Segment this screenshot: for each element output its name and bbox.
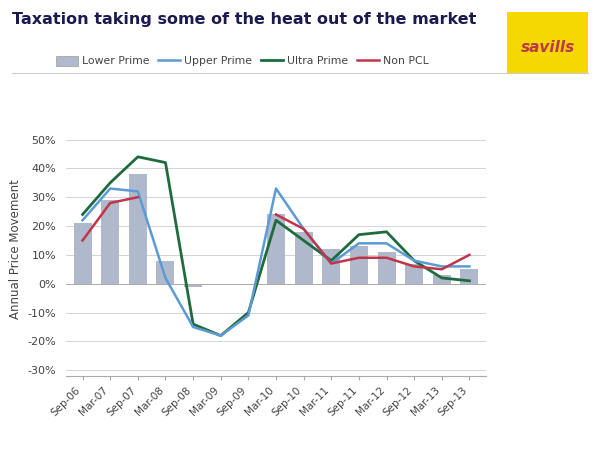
Text: savills: savills — [520, 39, 575, 55]
Text: Taxation taking some of the heat out of the market: Taxation taking some of the heat out of … — [12, 12, 476, 27]
Bar — [74, 223, 92, 284]
Bar — [157, 261, 175, 284]
Bar — [267, 214, 285, 284]
Bar — [101, 200, 119, 284]
Y-axis label: Annual Price Movement: Annual Price Movement — [9, 179, 22, 319]
Bar — [405, 264, 423, 284]
Bar — [129, 174, 147, 284]
Bar — [350, 246, 368, 284]
Bar — [184, 284, 202, 287]
Legend: Lower Prime, Upper Prime, Ultra Prime, Non PCL: Lower Prime, Upper Prime, Ultra Prime, N… — [52, 52, 433, 70]
Bar — [377, 252, 395, 284]
Bar — [433, 275, 451, 284]
Bar — [322, 249, 340, 284]
Bar — [460, 269, 478, 284]
Bar — [295, 232, 313, 284]
